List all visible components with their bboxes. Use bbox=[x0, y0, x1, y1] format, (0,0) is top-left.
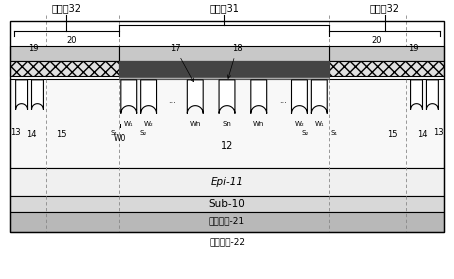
Text: Sub-10: Sub-10 bbox=[209, 199, 245, 209]
PathPatch shape bbox=[121, 80, 137, 114]
Text: 14: 14 bbox=[417, 130, 428, 140]
Text: 13: 13 bbox=[10, 128, 21, 138]
Text: 12: 12 bbox=[221, 141, 233, 151]
Text: 13: 13 bbox=[433, 128, 444, 138]
Bar bbox=[10, 61, 119, 76]
Text: 保護瑡32: 保護瑡32 bbox=[370, 3, 400, 13]
Bar bbox=[10, 79, 444, 168]
Bar bbox=[329, 61, 444, 76]
Text: S₂: S₂ bbox=[140, 130, 147, 136]
Text: 15: 15 bbox=[56, 130, 67, 140]
Text: 有源区31: 有源区31 bbox=[209, 3, 239, 13]
Text: 14: 14 bbox=[26, 130, 37, 140]
Text: 18: 18 bbox=[227, 44, 242, 78]
Bar bbox=[10, 212, 444, 232]
PathPatch shape bbox=[31, 80, 44, 110]
Text: 20: 20 bbox=[371, 36, 382, 45]
Text: 阴极金属-22: 阴极金属-22 bbox=[209, 237, 245, 246]
PathPatch shape bbox=[251, 80, 266, 114]
PathPatch shape bbox=[219, 80, 235, 114]
Text: 20: 20 bbox=[66, 36, 76, 45]
Text: Wn: Wn bbox=[190, 121, 201, 128]
Text: W₁: W₁ bbox=[124, 121, 133, 128]
Text: W₂: W₂ bbox=[295, 121, 304, 128]
Bar bbox=[119, 77, 329, 79]
PathPatch shape bbox=[426, 80, 439, 110]
Bar bbox=[329, 46, 444, 61]
Text: Wn: Wn bbox=[253, 121, 264, 128]
PathPatch shape bbox=[311, 80, 327, 114]
Bar bbox=[10, 21, 444, 232]
PathPatch shape bbox=[410, 80, 423, 110]
Bar bbox=[10, 46, 119, 61]
Text: 欧姆接触-21: 欧姆接触-21 bbox=[209, 216, 245, 225]
PathPatch shape bbox=[188, 80, 203, 114]
Text: W₂: W₂ bbox=[144, 121, 153, 128]
Text: 19: 19 bbox=[28, 44, 39, 53]
Text: ...: ... bbox=[279, 96, 286, 105]
Text: S₁: S₁ bbox=[111, 130, 118, 136]
Bar bbox=[10, 168, 444, 196]
Text: S₂: S₂ bbox=[301, 130, 308, 136]
Text: 19: 19 bbox=[408, 44, 419, 53]
Text: 保護瑡32: 保護瑡32 bbox=[51, 3, 81, 13]
Text: W₁: W₁ bbox=[315, 121, 324, 128]
Bar bbox=[119, 46, 329, 61]
Text: W0: W0 bbox=[114, 134, 126, 143]
Text: ...: ... bbox=[168, 96, 176, 105]
PathPatch shape bbox=[291, 80, 307, 114]
Text: 15: 15 bbox=[387, 130, 398, 140]
Text: Sn: Sn bbox=[222, 121, 232, 128]
Text: 17: 17 bbox=[170, 44, 193, 82]
Text: Epi-11: Epi-11 bbox=[211, 177, 243, 187]
PathPatch shape bbox=[15, 80, 28, 110]
Text: S₁: S₁ bbox=[330, 130, 337, 136]
PathPatch shape bbox=[141, 80, 157, 114]
Bar bbox=[10, 196, 444, 212]
Bar bbox=[119, 61, 329, 77]
